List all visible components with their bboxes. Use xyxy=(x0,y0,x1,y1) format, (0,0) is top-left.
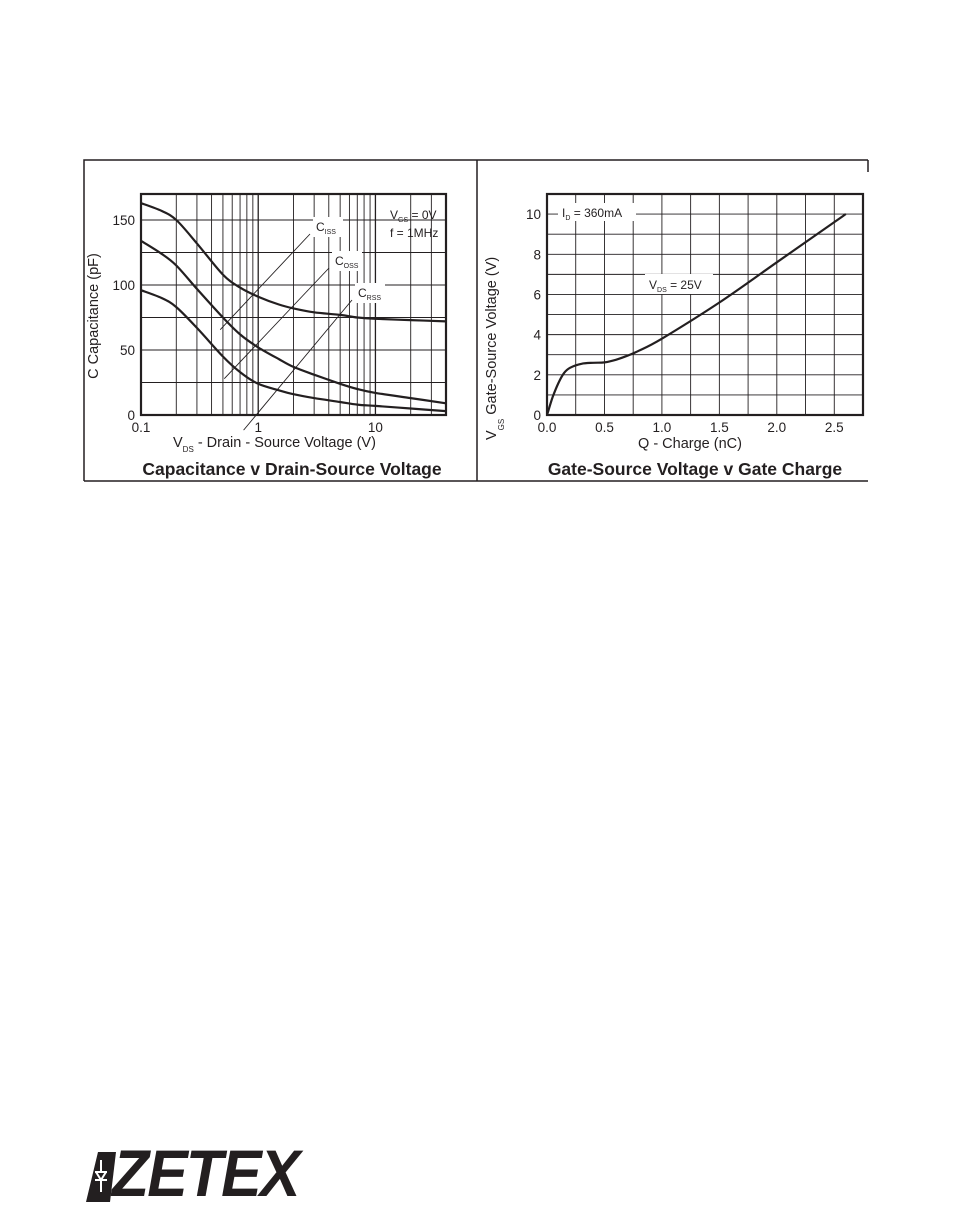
capacitance-x-tick-labels: 0.1 1 10 xyxy=(132,420,383,435)
y-tick-label: 50 xyxy=(120,343,135,358)
x-tick-label: 2.5 xyxy=(825,420,844,435)
gate-charge-curves xyxy=(545,213,847,416)
x-tick-label: 2.0 xyxy=(767,420,786,435)
y-tick-label: 2 xyxy=(533,368,541,383)
series-line-oss xyxy=(140,239,447,405)
capacitance-y-tick-labels: 0 50 100 150 xyxy=(112,213,135,423)
gate-charge-y-axis-label: VGS Gate-Source Voltage (V) xyxy=(484,257,506,440)
capacitance-leader-lines xyxy=(219,233,353,431)
y-tick-label: 4 xyxy=(533,328,541,343)
gate-charge-condition-2-bg xyxy=(645,274,713,294)
capacitance-plot-area xyxy=(139,192,448,417)
series-label-bg xyxy=(332,251,362,271)
logo-emblem-icon xyxy=(86,1152,116,1202)
x-tick-label: 1.0 xyxy=(653,420,672,435)
gate-charge-plot-area xyxy=(545,192,865,417)
capacitance-condition-2: f = 1MHz xyxy=(390,226,438,240)
gate-charge-chart: 0.0 0.5 1.0 1.5 2.0 2.5 0 2 4 6 8 10 ID = 360mA VD… xyxy=(484,192,865,479)
y-tick-label: 0 xyxy=(533,408,541,423)
x-tick-label: 10 xyxy=(368,420,383,435)
zetex-wordmark: ZETEX xyxy=(112,1136,300,1210)
series-line-iss xyxy=(140,202,447,323)
capacitance-curves xyxy=(140,202,447,413)
leader-line-iss xyxy=(219,233,311,330)
capacitance-x-axis-label: VDS - Drain - Source Voltage (V) xyxy=(173,435,376,454)
series-label-oss: COSS xyxy=(335,254,359,270)
series-label-iss: CISS xyxy=(316,220,336,236)
capacitance-chart: 0.1 1 10 0 50 100 150 CISS COSS CRSS VGS = 0V f… xyxy=(86,192,448,479)
x-tick-label: 0.0 xyxy=(538,420,557,435)
gate-charge-x-tick-labels: 0.0 0.5 1.0 1.5 2.0 2.5 xyxy=(538,420,844,435)
gate-charge-condition-1: ID = 360mA xyxy=(562,206,622,222)
gate-charge-y-tick-labels: 0 2 4 6 8 10 xyxy=(526,207,542,423)
gate-charge-grid xyxy=(547,194,863,415)
series-label-bg xyxy=(355,283,385,303)
capacitance-chart-title: Capacitance v Drain-Source Voltage xyxy=(142,459,441,479)
leader-line-rss xyxy=(243,299,353,431)
gate-charge-x-axis-label: Q - Charge (nC) xyxy=(638,436,742,452)
x-tick-label: 1 xyxy=(254,420,262,435)
zetex-logo xyxy=(86,1152,116,1202)
series-line-vgs xyxy=(545,213,847,416)
x-tick-label: 0.5 xyxy=(595,420,614,435)
capacitance-y-axis-label: C Capacitance (pF) xyxy=(86,253,102,379)
leader-line-oss xyxy=(223,267,330,379)
x-tick-label: 1.5 xyxy=(710,420,729,435)
y-tick-label: 6 xyxy=(533,287,541,302)
y-tick-label: 10 xyxy=(526,207,541,222)
logo-diode-icon xyxy=(95,1160,107,1192)
series-label-bg xyxy=(313,217,343,237)
capacitance-condition-1: VGS = 0V xyxy=(390,208,437,224)
y-tick-label: 8 xyxy=(533,247,541,262)
gate-charge-condition-2: VDS = 25V xyxy=(649,278,702,294)
gate-charge-condition-1-bg xyxy=(558,203,636,221)
y-tick-label: 0 xyxy=(127,408,135,423)
series-label-rss: CRSS xyxy=(358,286,381,302)
x-tick-label: 0.1 xyxy=(132,420,151,435)
panel-frame xyxy=(83,159,869,482)
gate-charge-chart-title: Gate-Source Voltage v Gate Charge xyxy=(548,459,843,479)
series-line-rss xyxy=(140,289,447,413)
capacitance-series-labels: CISS COSS CRSS xyxy=(313,217,385,303)
y-tick-label: 150 xyxy=(112,213,135,228)
y-tick-label: 100 xyxy=(112,278,135,293)
